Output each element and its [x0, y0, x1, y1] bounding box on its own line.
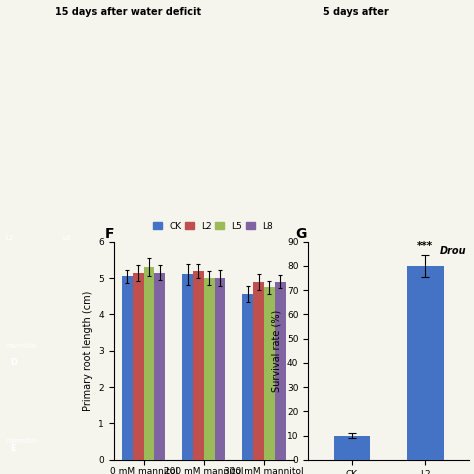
Y-axis label: Primary root length (cm): Primary root length (cm)	[83, 291, 93, 411]
Text: D: D	[10, 358, 18, 367]
Y-axis label: Survival rate (%): Survival rate (%)	[271, 310, 282, 392]
Bar	[133, 273, 144, 460]
Bar	[253, 282, 264, 460]
Text: Drou: Drou	[439, 246, 466, 256]
Bar	[182, 274, 193, 460]
Bar	[144, 267, 155, 460]
Bar	[242, 294, 253, 460]
Text: L8: L8	[63, 235, 71, 241]
Text: 15 days after water deficit: 15 days after water deficit	[55, 7, 201, 17]
Bar	[204, 278, 215, 460]
Bar	[155, 273, 165, 460]
Text: 5 days after: 5 days after	[323, 7, 388, 17]
Bar	[215, 278, 226, 460]
Text: ***: ***	[417, 241, 433, 251]
Text: mannitol: mannitol	[5, 438, 36, 444]
Bar	[193, 271, 204, 460]
Bar	[275, 282, 286, 460]
Text: G: G	[295, 227, 307, 241]
Legend: CK, L2, L5, L8: CK, L2, L5, L8	[151, 220, 274, 233]
Bar	[264, 287, 275, 460]
Text: mannitol: mannitol	[5, 343, 36, 349]
Bar	[407, 266, 444, 460]
Text: L2: L2	[5, 235, 13, 241]
Bar	[334, 436, 370, 460]
Bar	[122, 276, 133, 460]
Text: E: E	[10, 444, 16, 453]
Text: F: F	[105, 227, 114, 241]
